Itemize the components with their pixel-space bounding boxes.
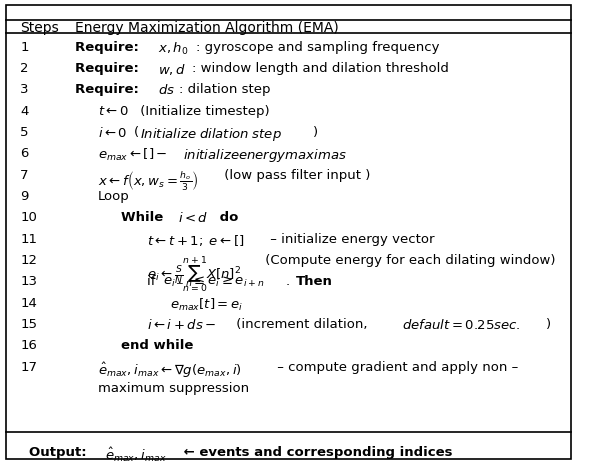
Text: 13: 13 bbox=[20, 275, 37, 288]
Text: – compute gradient and apply non –: – compute gradient and apply non – bbox=[273, 360, 518, 373]
Text: 7: 7 bbox=[20, 168, 29, 182]
Text: ): ) bbox=[313, 126, 318, 139]
Text: – initialize energy vector: – initialize energy vector bbox=[266, 233, 435, 246]
Text: (: ( bbox=[134, 126, 139, 139]
Text: 12: 12 bbox=[20, 254, 37, 267]
Text: (Compute energy for each dilating window): (Compute energy for each dilating window… bbox=[261, 254, 556, 267]
Text: 10: 10 bbox=[20, 212, 37, 224]
Text: Steps: Steps bbox=[20, 21, 59, 35]
Text: : dilation step: : dilation step bbox=[179, 83, 271, 96]
Text: (Initialize timestep): (Initialize timestep) bbox=[136, 105, 269, 118]
Text: Energy Maximization Algorithm (EMA): Energy Maximization Algorithm (EMA) bbox=[75, 21, 339, 35]
Text: Then: Then bbox=[296, 275, 333, 288]
Text: $e_{max}[t] = e_i$: $e_{max}[t] = e_i$ bbox=[170, 297, 244, 313]
Text: 15: 15 bbox=[20, 318, 37, 331]
Text: .: . bbox=[286, 275, 294, 288]
Text: $i < d$: $i < d$ bbox=[178, 212, 209, 225]
Text: $w, d$: $w, d$ bbox=[159, 62, 187, 77]
Text: maximum suppression: maximum suppression bbox=[98, 382, 249, 395]
Text: ): ) bbox=[546, 318, 551, 331]
Text: 1: 1 bbox=[20, 41, 29, 54]
Text: While: While bbox=[121, 212, 168, 224]
Text: 5: 5 bbox=[20, 126, 29, 139]
Text: 11: 11 bbox=[20, 233, 37, 246]
Text: 9: 9 bbox=[20, 190, 29, 203]
Text: $e_{i-n} \leq e_i \geq e_{i+n}$: $e_{i-n} \leq e_i \geq e_{i+n}$ bbox=[163, 275, 264, 289]
Text: ← events and corresponding indices: ← events and corresponding indices bbox=[179, 446, 453, 459]
Text: 17: 17 bbox=[20, 360, 37, 373]
Text: $i \leftarrow i + ds -$: $i \leftarrow i + ds -$ bbox=[147, 318, 217, 332]
Text: Require:: Require: bbox=[75, 41, 143, 54]
Text: $e_i \leftarrow \frac{S}{N}\sum_{n=0}^{n+1} X[n]^2$: $e_i \leftarrow \frac{S}{N}\sum_{n=0}^{n… bbox=[147, 254, 241, 294]
Text: $Initialize\; dilation\; step$: $Initialize\; dilation\; step$ bbox=[140, 126, 282, 143]
Text: Require:: Require: bbox=[75, 83, 143, 96]
Text: 6: 6 bbox=[20, 147, 29, 161]
Text: Loop: Loop bbox=[98, 190, 130, 203]
Text: (low pass filter input ): (low pass filter input ) bbox=[220, 168, 371, 182]
Text: 16: 16 bbox=[20, 339, 37, 352]
Text: $t \leftarrow t+1;\; e \leftarrow []$: $t \leftarrow t+1;\; e \leftarrow []$ bbox=[147, 233, 245, 248]
Text: $i \leftarrow 0$: $i \leftarrow 0$ bbox=[98, 126, 127, 140]
Text: 3: 3 bbox=[20, 83, 29, 96]
Text: $e_{max} \leftarrow [] -$: $e_{max} \leftarrow [] -$ bbox=[98, 147, 168, 163]
Text: do: do bbox=[215, 212, 239, 224]
Text: Require:: Require: bbox=[75, 62, 143, 75]
Text: (increment dilation,: (increment dilation, bbox=[231, 318, 371, 331]
Text: $x, h_0$: $x, h_0$ bbox=[159, 41, 189, 57]
Text: $\hat{e}_{max}, i_{max}$: $\hat{e}_{max}, i_{max}$ bbox=[105, 446, 166, 464]
Text: if: if bbox=[147, 275, 160, 288]
Text: Output:: Output: bbox=[29, 446, 91, 459]
Text: : gyroscope and sampling frequency: : gyroscope and sampling frequency bbox=[196, 41, 439, 54]
Text: end while: end while bbox=[121, 339, 193, 352]
Text: $default = 0.25sec.$: $default = 0.25sec.$ bbox=[401, 318, 520, 332]
Text: $\hat{e}_{max}, i_{max} \leftarrow \nabla g(e_{max}, i)$: $\hat{e}_{max}, i_{max} \leftarrow \nabl… bbox=[98, 360, 242, 380]
Text: $ initialize energy maximas$: $ initialize energy maximas$ bbox=[183, 147, 346, 164]
Text: 2: 2 bbox=[20, 62, 29, 75]
Text: $t \leftarrow 0$: $t \leftarrow 0$ bbox=[98, 105, 129, 118]
Text: : window length and dilation threshold: : window length and dilation threshold bbox=[193, 62, 449, 75]
Text: 4: 4 bbox=[20, 105, 29, 118]
Text: 14: 14 bbox=[20, 297, 37, 310]
Text: $ds$: $ds$ bbox=[159, 83, 176, 97]
Text: $x \leftarrow f\left(x, w_s = \frac{h_o}{3}\right)$: $x \leftarrow f\left(x, w_s = \frac{h_o}… bbox=[98, 168, 198, 192]
